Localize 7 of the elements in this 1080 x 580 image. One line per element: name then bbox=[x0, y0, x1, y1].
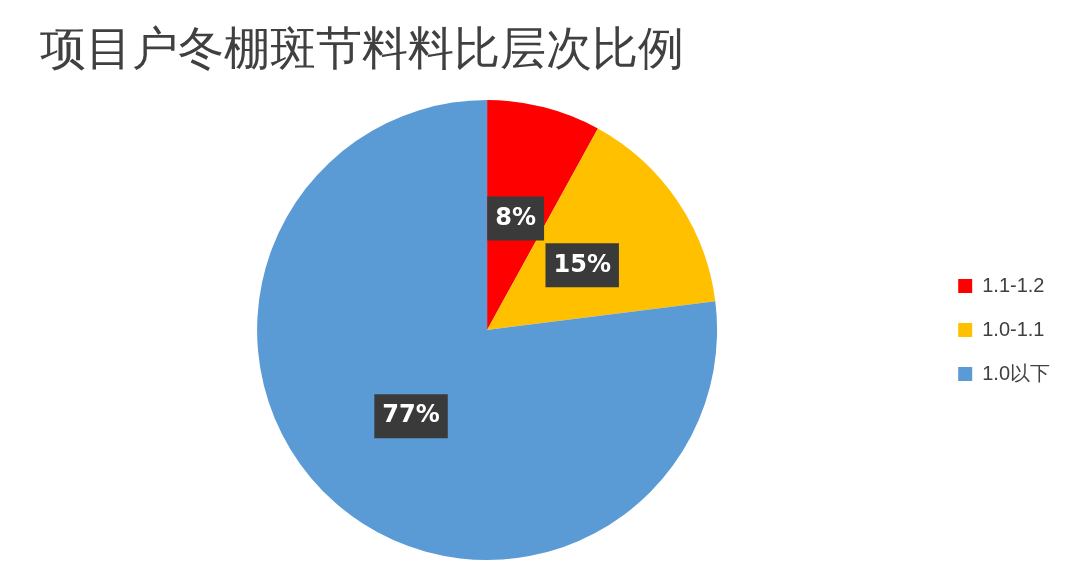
legend-label: 1.0-1.1 bbox=[982, 317, 1045, 340]
legend-label: 1.1-1.2 bbox=[982, 273, 1045, 296]
data-label: 77% bbox=[382, 400, 440, 429]
data-label: 8% bbox=[495, 202, 537, 231]
data-label: 15% bbox=[553, 249, 611, 278]
legend-label: 1.0以下 bbox=[982, 361, 1051, 384]
chart-title: 项目户冬棚斑节料料比层次比例 bbox=[40, 20, 684, 77]
